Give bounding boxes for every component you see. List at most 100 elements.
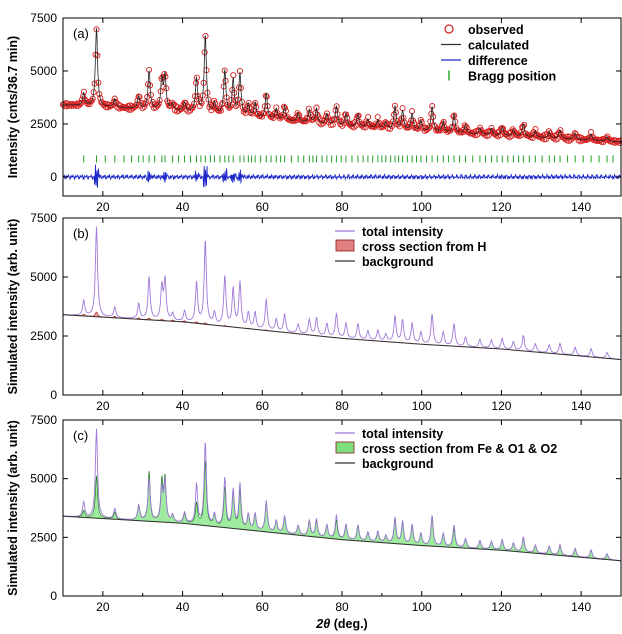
x-tick-label: 60	[256, 200, 270, 214]
legend-label: background	[362, 457, 434, 471]
observed-point	[89, 95, 96, 102]
observed-point	[574, 133, 581, 141]
x-tick-label: 80	[335, 399, 349, 413]
observed-point	[372, 120, 379, 127]
observed-point	[435, 127, 442, 134]
observed-point	[277, 115, 284, 122]
x-tick-label: 40	[176, 600, 190, 614]
observed-point	[168, 99, 176, 106]
background-line	[63, 515, 621, 562]
panel-c: 20 40 60 80 100 120 140 0 2500 5000 7500 (c) Simulat…	[6, 413, 622, 614]
y-tick-label: 0	[50, 589, 57, 603]
observed-point	[79, 96, 86, 103]
legend-marker-box	[335, 239, 355, 252]
observed-point	[511, 128, 518, 135]
panel-label: (c)	[73, 428, 88, 443]
observed-point	[616, 139, 622, 147]
observed-point	[213, 106, 221, 113]
x-tick-label: 20	[96, 600, 110, 614]
observed-point	[337, 121, 344, 128]
observed-point	[599, 135, 606, 143]
observed-point	[197, 98, 204, 105]
panel-label: (a)	[73, 26, 89, 41]
observed-point	[451, 112, 458, 119]
legend-label: calculated	[468, 39, 529, 53]
y-axis-label: Intensity (cnts/36.7 min)	[6, 36, 20, 178]
observed-point	[343, 111, 350, 118]
y-tick-label: 7500	[30, 211, 57, 225]
y-axis-label: Simulated intensity (arb. unit)	[6, 420, 20, 596]
y-tick-label: 0	[50, 170, 57, 184]
observed-point	[394, 121, 401, 128]
legend-label: cross section from Fe & O1 & O2	[362, 442, 557, 456]
calculated-line	[63, 27, 621, 143]
y-tick-label: 2500	[30, 329, 57, 343]
observed-point	[510, 127, 517, 134]
x-tick-label: 120	[491, 399, 511, 413]
difference-line	[62, 164, 622, 188]
y-tick-label: 0	[50, 388, 57, 402]
observed-point	[310, 116, 317, 123]
total-intensity-line	[63, 226, 621, 360]
x-tick-label: 100	[412, 399, 432, 413]
x-tick-label: 140	[571, 600, 591, 614]
panel-b: 20 40 60 80 100 120 140 0 2500 5000 7500 (b) Simulat…	[6, 211, 622, 413]
observed-point	[462, 123, 469, 130]
y-tick-label: 2500	[30, 530, 57, 544]
observed-point	[557, 127, 564, 134]
observed-point	[155, 100, 162, 107]
x-tick-label: 60	[256, 600, 270, 614]
observed-point	[477, 124, 484, 131]
x-tick-label: 60	[256, 399, 270, 413]
observed-point	[110, 98, 117, 105]
observed-point	[258, 113, 266, 120]
observed-point	[403, 124, 410, 131]
bragg-positions	[83, 155, 614, 163]
observed-point	[252, 99, 259, 106]
y-axis-label: Simulated intensity (arb. unit)	[6, 219, 20, 395]
observed-point	[396, 123, 403, 130]
x-axis-label-unit: (deg.)	[330, 617, 368, 631]
observed-point	[374, 113, 381, 121]
legend-label: total intensity	[362, 225, 443, 239]
x-axis-label-symbol: 2θ	[315, 617, 330, 631]
panel-label: (b)	[73, 226, 89, 241]
x-tick-label: 140	[571, 200, 591, 214]
background-line	[63, 314, 621, 361]
x-tick-label: 100	[412, 600, 432, 614]
observed-point	[281, 104, 288, 111]
y-tick-label: 7500	[30, 11, 57, 25]
observed-point	[125, 106, 133, 113]
legend-label: difference	[468, 54, 528, 68]
observed-point	[603, 134, 610, 141]
x-tick-label: 80	[335, 600, 349, 614]
observed-point	[389, 118, 397, 125]
observed-point	[214, 107, 222, 114]
observed-point	[190, 103, 197, 110]
observed-point	[499, 125, 507, 132]
observed-point	[226, 104, 233, 111]
legend-label: observed	[468, 23, 524, 37]
x-tick-label: 100	[412, 200, 432, 214]
y-tick-label: 7500	[30, 413, 57, 427]
observed-point	[313, 104, 320, 111]
y-tick-label: 5000	[30, 64, 57, 78]
legend-label: background	[362, 255, 434, 269]
y-tick-label: 5000	[30, 270, 57, 284]
x-tick-label: 120	[491, 600, 511, 614]
legend-label: total intensity	[362, 427, 443, 441]
x-tick-label: 140	[571, 399, 591, 413]
x-tick-label: 80	[335, 200, 349, 214]
panel-a: 20 40 60 80 100 120 140 0 2500 5000 7500 (a) Intensi…	[6, 11, 622, 214]
total-intensity-line	[63, 428, 621, 562]
x-tick-label: 40	[176, 200, 190, 214]
x-tick-label: 120	[491, 200, 511, 214]
observed-point	[303, 114, 310, 121]
legend-label: Bragg position	[468, 70, 556, 84]
observed-point	[488, 124, 495, 132]
x-tick-label: 20	[96, 399, 110, 413]
